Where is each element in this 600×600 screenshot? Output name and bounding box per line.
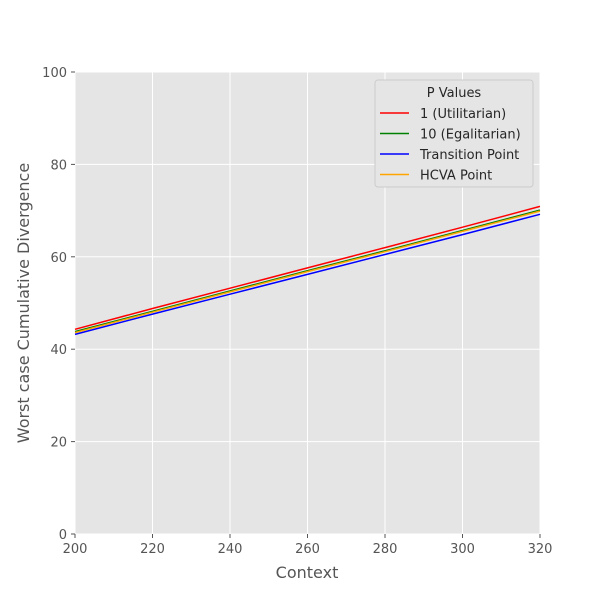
x-tick-label: 280 [373,542,398,557]
series-line-0 [74,205,541,331]
y-tick-label: 100 [42,66,67,81]
series-line-1 [74,209,541,333]
x-axis-title: Context [276,563,339,582]
y-axis-title: Worst case Cumulative Divergence [14,163,33,443]
y-tick-label: 0 [59,528,67,543]
series-line-3 [74,210,541,334]
legend-label-2: Transition Point [419,148,519,163]
legend-title: P Values [427,86,482,101]
legend-items: 1 (Utilitarian) 10 (Egalitarian) Transitio… [380,107,521,184]
y-axis: 0 20 40 60 80 100 [42,66,75,543]
x-axis: 200 220 240 260 280 300 320 [63,534,553,557]
legend: P Values 1 (Utilitarian) 10 (Egalitarian)… [374,79,534,188]
x-tick-label: 200 [63,542,88,557]
y-tick-label: 40 [50,343,67,358]
y-tick-label: 20 [50,436,67,451]
legend-box [374,79,534,188]
x-tick-label: 300 [450,542,475,557]
legend-label-3: HCVA Point [420,169,492,184]
x-tick-label: 260 [295,542,320,557]
legend-label-1: 10 (Egalitarian) [420,128,521,143]
series-line-2 [74,213,541,336]
y-tick-label: 80 [50,158,67,173]
series-lines [74,205,541,336]
x-tick-label: 240 [218,542,243,557]
x-tick-label: 320 [528,542,553,557]
y-tick-label: 60 [50,251,67,266]
legend-label-0: 1 (Utilitarian) [420,107,506,122]
x-tick-label: 220 [140,542,165,557]
